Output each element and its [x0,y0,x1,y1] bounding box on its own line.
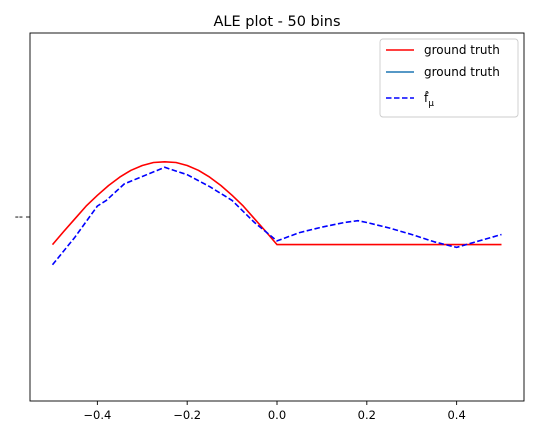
x-tick-label: −0.4 [83,408,111,422]
legend-label-ground-truth-red: ground truth [424,43,500,57]
y-tick-label: -- [15,209,23,223]
x-tick-label: 0.2 [358,408,376,422]
x-tick-label: −0.2 [173,408,201,422]
legend-label-mu-subscript: μ [428,99,434,109]
series-line-2 [51,166,502,266]
legend-box [379,38,519,118]
series-line-0 [51,161,502,246]
x-tick-label: 0.4 [447,408,465,422]
x-axis-ticks: −0.4 −0.2 0.0 0.2 0.4 [83,401,466,422]
x-tick-label: 0.0 [268,408,286,422]
chart-title: ALE plot - 50 bins [213,14,340,30]
y-axis-ticks: -- [15,209,30,223]
legend-label-f-mu: f̂μ [424,91,434,109]
legend-label-ground-truth-blue: ground truth [424,65,500,79]
legend: ground truth ground truth f̂μ [379,38,519,118]
legend-label-f-hat: f̂ [424,91,429,105]
series-layer [51,161,502,266]
